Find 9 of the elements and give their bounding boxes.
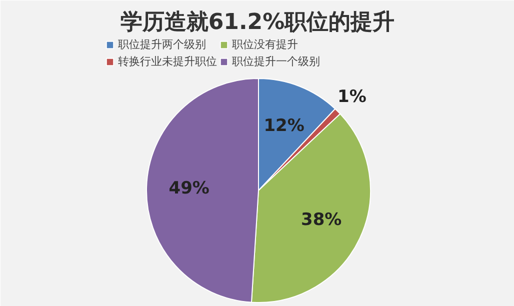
data-label: 12% xyxy=(264,116,304,136)
chart-title: 学历造就61.2%职位的提升 xyxy=(120,10,395,35)
legend-label: 职位没有提升 xyxy=(232,37,298,52)
legend-label: 职位提升两个级别 xyxy=(118,37,206,52)
data-label: 1% xyxy=(338,87,366,108)
legend-label: 职位提升一个级别 xyxy=(232,54,320,69)
data-label: 49% xyxy=(168,178,210,198)
legend-label: 转换行业未提升职位 xyxy=(118,54,217,69)
data-label: 38% xyxy=(300,210,342,230)
